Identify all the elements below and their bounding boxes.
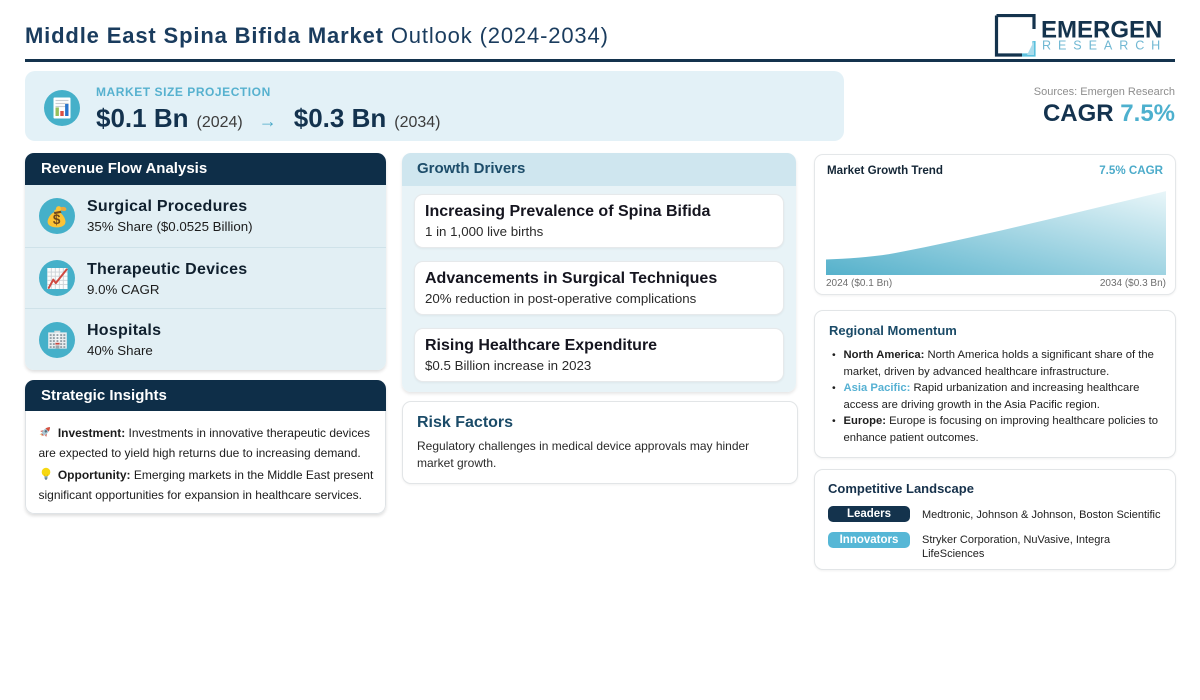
svg-text:RESEARCH: RESEARCH <box>1042 39 1167 53</box>
svg-text:$: $ <box>53 212 61 227</box>
svg-text:EMERGEN: EMERGEN <box>1041 17 1162 44</box>
